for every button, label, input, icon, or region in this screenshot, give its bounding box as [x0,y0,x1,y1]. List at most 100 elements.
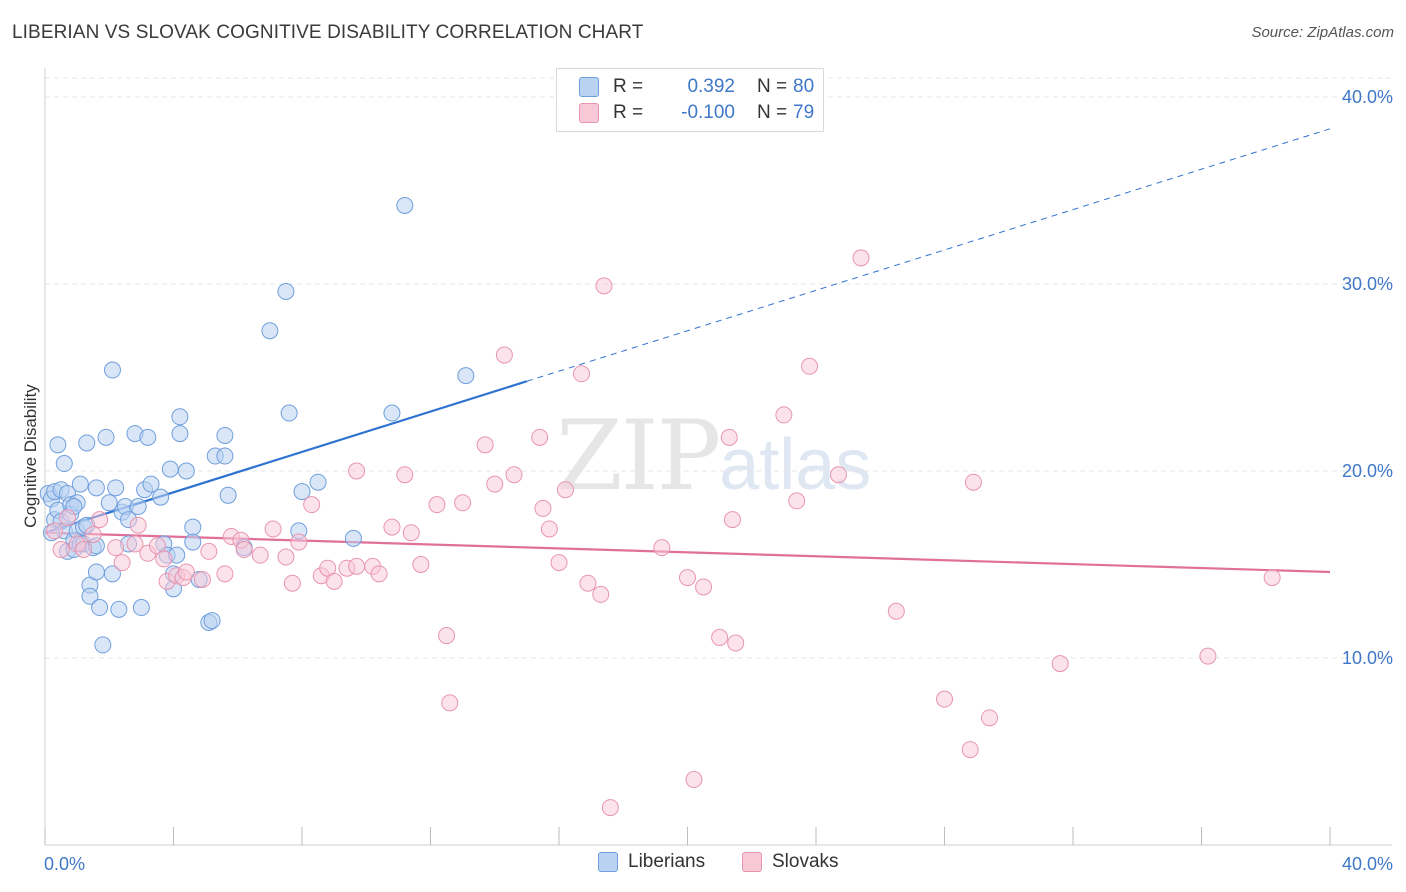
slovak-point [283,574,301,592]
liberian-point [171,425,189,443]
liberian-point [344,529,362,547]
liberian-point [81,587,99,605]
liberian-point [152,488,170,506]
slovak-point [348,557,366,575]
liberian-point [216,447,234,465]
slovak-point [84,526,102,544]
slovak-point [438,627,456,645]
slovak-trend-line [44,531,1331,574]
liberian-points [39,196,475,654]
x-tick-label: 40.0% [1342,854,1393,874]
liberian-point [171,408,189,426]
slovak-point [788,492,806,510]
slovak-point [370,565,388,583]
liberian-point [396,196,414,214]
slovak-point [775,406,793,424]
axes [44,68,1392,846]
liberian-point [216,426,234,444]
slovak-point [216,565,234,583]
slovak-point [727,634,745,652]
slovak-point [91,511,109,529]
slovak-point [177,563,195,581]
liberian-point [91,599,109,617]
chart-title: LIBERIAN VS SLOVAK COGNITIVE DISABILITY … [12,22,644,43]
x-tick-label: 0.0% [44,854,85,874]
slovak-point [495,346,513,364]
slovak-point [235,541,253,559]
slovak-point [193,570,211,588]
correlation-legend: R = 0.392 N = 80 R = -0.100 N = 79 [556,68,824,132]
watermark-atlas: atlas [719,425,872,505]
legend-label-liberians: Liberians [628,851,706,872]
liberian-point [383,404,401,422]
slovak-point [46,522,64,540]
trend-lines [44,128,1331,574]
slovak-point [290,533,308,551]
liberian-point [184,518,202,536]
slovak-point [550,554,568,572]
liberian-point [129,498,147,516]
watermark: ZIPatlas [556,400,871,512]
liberian-point [87,563,105,581]
slovak-point [695,578,713,596]
slovak-point [1051,655,1069,673]
liberian-trend-extension [526,128,1331,382]
liberian-point [55,455,73,473]
slovak-point [1199,647,1217,665]
slovak-point [52,541,70,559]
watermark-zip: ZIP [556,400,721,512]
slovak-point [711,628,729,646]
y-tick-label: 30.0% [1342,274,1393,294]
slovak-point [155,550,173,568]
series-legend: Liberians Slovaks [0,851,1406,879]
slovak-point [200,542,218,560]
tick-labels: 10.0% 20.0% 30.0% 40.0% 0.0% 40.0% [44,87,1393,874]
slovak-point [113,554,131,572]
slovak-point [964,473,982,491]
y-tick-label: 20.0% [1342,461,1393,481]
legend-r-value: 0.392 [687,76,735,97]
liberian-point [177,462,195,480]
slovak-point [801,357,819,375]
slovak-point [720,428,738,446]
liberian-point [309,473,327,491]
slovak-point [556,481,574,499]
slovak-point [348,462,366,480]
slovak-legend-swatch [742,852,762,872]
slovak-point [980,709,998,727]
legend-item-slovaks[interactable]: Slovaks [742,851,839,873]
legend-item-liberians[interactable]: Liberians [598,851,705,873]
liberian-point [280,404,298,422]
slovak-point [592,585,610,603]
liberian-point [219,486,237,504]
liberian-point [49,436,67,454]
slovak-point [679,569,696,587]
slovak-point [441,694,459,712]
slovak-point [829,466,847,484]
slovak-point [685,771,703,789]
slovak-point [277,548,295,566]
liberian-point [71,475,89,493]
liberian-point [78,434,96,452]
legend-r-label: R = [613,76,644,97]
liberian-legend-swatch [598,852,618,872]
slovak-point [126,535,144,553]
liberian-point [103,361,121,379]
slovak-point [412,556,430,573]
slovak-point [572,365,590,383]
slovak-point [58,509,76,527]
legend-row-slovaks: R = -0.100 N = 79 [579,100,833,126]
gridlines [45,77,1392,659]
liberian-swatch [579,77,599,97]
slovak-point [454,494,472,512]
slovak-point [595,277,613,295]
slovak-point [396,466,414,484]
liberian-point [142,475,160,493]
liberian-point [97,428,115,446]
liberian-point [293,483,311,501]
slovak-point [75,541,93,559]
slovak-point [540,520,558,538]
y-tick-label: 10.0% [1342,648,1393,668]
slovak-point [107,539,125,557]
slovak-point [251,546,269,564]
